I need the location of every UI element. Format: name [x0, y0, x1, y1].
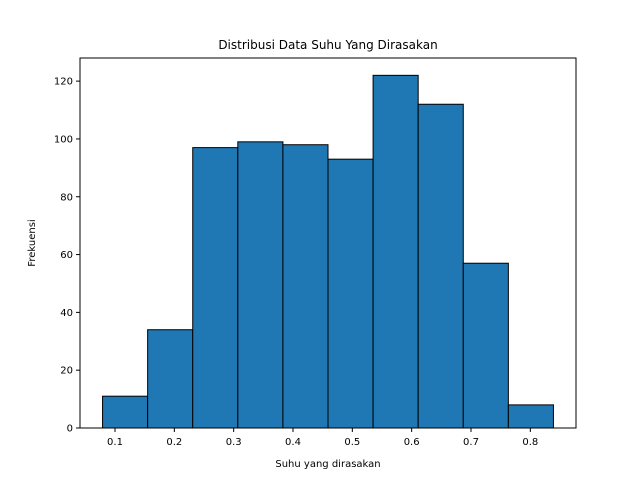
- y-axis-ticks: 0 20 40 60 80 100 120: [54, 77, 80, 435]
- x-tick-label: 0.8: [522, 437, 538, 448]
- plot-frame: [79, 57, 577, 429]
- bars-group: [102, 74, 554, 429]
- y-tick-label: 60: [60, 250, 73, 261]
- histogram-bar: [417, 103, 464, 429]
- histogram-bar: [102, 395, 149, 429]
- y-tick-label: 20: [60, 366, 73, 377]
- x-tick-label: 0.1: [107, 437, 123, 448]
- histogram-bar: [327, 158, 374, 429]
- y-tick-label: 80: [60, 192, 73, 203]
- y-tick-label: 100: [54, 134, 73, 145]
- y-tick-label: 120: [54, 77, 73, 88]
- histogram-bar: [147, 329, 194, 429]
- x-tick-label: 0.3: [226, 437, 242, 448]
- histogram-bar: [237, 141, 284, 429]
- y-tick-label: 40: [60, 308, 73, 319]
- x-tick-label: 0.5: [344, 437, 360, 448]
- histogram-bar: [372, 74, 419, 429]
- x-tick-label: 0.2: [166, 437, 182, 448]
- histogram-bar: [282, 144, 329, 429]
- y-tick-label: 0: [67, 424, 73, 435]
- x-axis-label: Suhu yang dirasakan: [275, 459, 380, 470]
- y-axis-label: Frekuensi: [27, 219, 38, 266]
- x-tick-label: 0.6: [404, 437, 420, 448]
- histogram-bar: [507, 404, 554, 429]
- x-tick-label: 0.4: [285, 437, 301, 448]
- x-axis-ticks: 0.1 0.2 0.3 0.4 0.5 0.6 0.7 0.8: [107, 428, 538, 448]
- x-tick-label: 0.7: [463, 437, 479, 448]
- histogram-bar: [192, 147, 239, 429]
- chart-title: Distribusi Data Suhu Yang Dirasakan: [218, 38, 437, 52]
- histogram-bar: [462, 262, 509, 429]
